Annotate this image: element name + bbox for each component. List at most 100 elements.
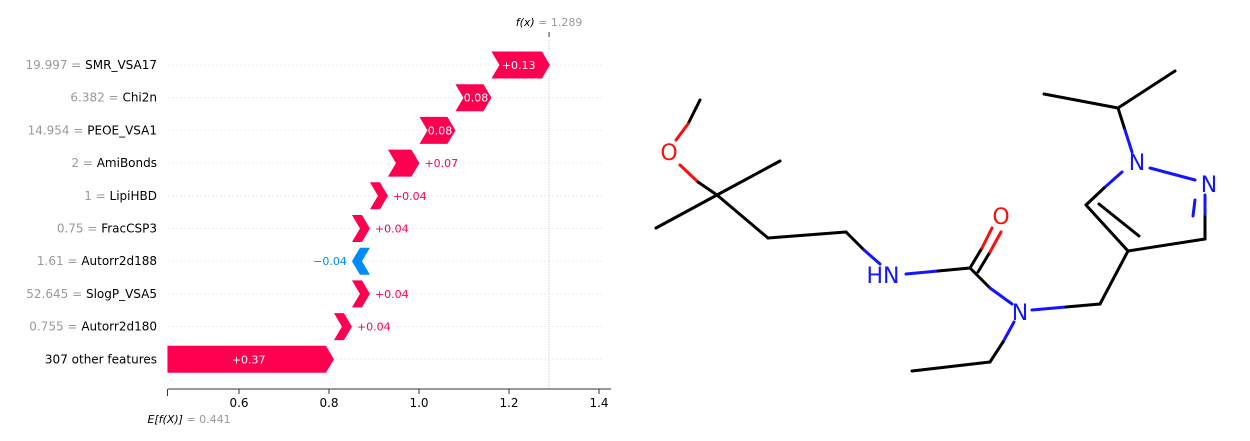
feature-label: 14.954 = PEOE_VSA1 xyxy=(28,123,157,137)
contribution-label: +0.37 xyxy=(232,353,266,366)
atom-labels: O O HN N N N xyxy=(660,141,1217,326)
bond xyxy=(980,226,994,250)
contribution-bar xyxy=(491,51,550,79)
bond xyxy=(988,340,1005,364)
contribution-label: +0.13 xyxy=(502,59,536,72)
contribution-label: −0.04 xyxy=(313,255,347,268)
bond xyxy=(715,159,782,197)
feature-name: Autorr2d180 xyxy=(81,320,157,334)
contribution-label: +0.08 xyxy=(419,124,453,137)
bond xyxy=(1084,186,1106,207)
fx-label: f(x) = 1.289 xyxy=(516,16,583,29)
feature-name: Chi2n xyxy=(122,91,157,105)
feature-label: 52.645 = SlogP_VSA5 xyxy=(26,287,157,301)
contribution-bar xyxy=(455,84,492,112)
bond xyxy=(654,193,719,230)
bond xyxy=(1116,106,1127,132)
contribution-label: +0.07 xyxy=(424,157,458,170)
feature-name: 307 other features xyxy=(45,352,157,366)
feature-label: 1 = LipiHBD xyxy=(84,189,157,203)
atom-label-nitrogen: N xyxy=(1201,173,1217,198)
oxygen-bonds xyxy=(674,98,1003,274)
bond xyxy=(976,250,992,274)
feature-label: 6.382 = Chi2n xyxy=(70,91,157,105)
bond xyxy=(904,269,940,276)
atom-label-nitrogen: N xyxy=(1129,151,1145,176)
bond xyxy=(674,122,690,142)
feature-value: 52.645 = xyxy=(26,287,86,301)
feature-value: 6.382 = xyxy=(70,91,122,105)
atom-label-oxygen: O xyxy=(992,205,1009,230)
x-tick-label: 0.8 xyxy=(319,396,338,410)
bond xyxy=(844,230,866,252)
feature-name: Autorr2d188 xyxy=(81,254,157,268)
atom-label-nitrogen: N xyxy=(1012,301,1028,326)
feature-label: 19.997 = SMR_VSA17 xyxy=(25,58,157,72)
feature-label: 1.61 = Autorr2d188 xyxy=(37,254,157,268)
feature-name: SMR_VSA17 xyxy=(85,58,157,72)
bond xyxy=(1126,237,1207,253)
bond xyxy=(1042,92,1120,110)
bond xyxy=(1084,203,1130,253)
bond xyxy=(1116,69,1177,110)
feature-value: 0.75 = xyxy=(57,222,101,236)
shap-waterfall-chart: 19.997 = SMR_VSA17 6.382 = Chi2n 14.954 = … xyxy=(25,16,611,426)
feature-label: 0.75 = FracCSP3 xyxy=(57,222,157,236)
molecule-structure: O O HN N N N xyxy=(654,69,1217,373)
bond xyxy=(936,266,972,273)
bond xyxy=(1030,305,1068,312)
contribution-bar xyxy=(387,149,420,177)
atom-label-oxygen: O xyxy=(660,141,677,166)
chart-bars: +0.13 +0.08 +0.08 +0.07 +0.04 +0.04 −0.04 +0.04… xyxy=(167,51,550,373)
bond xyxy=(968,266,992,290)
feature-name: FracCSP3 xyxy=(101,222,157,236)
bond xyxy=(1001,320,1016,344)
x-tick-label: 1.2 xyxy=(499,396,518,410)
contribution-bar xyxy=(351,215,370,242)
bond xyxy=(862,248,882,266)
feature-value: 1.61 = xyxy=(37,254,81,268)
bond xyxy=(686,98,702,126)
contribution-bar xyxy=(351,247,370,275)
contribution-label: +0.04 xyxy=(393,190,427,203)
bond xyxy=(1102,170,1124,190)
contribution-bar xyxy=(333,313,352,341)
feature-value: 14.954 = xyxy=(28,123,88,137)
bond xyxy=(766,230,848,240)
bond xyxy=(1191,198,1197,218)
bond xyxy=(696,180,719,197)
bond xyxy=(968,246,984,270)
bond xyxy=(988,286,1014,306)
chart-rows: 19.997 = SMR_VSA17 6.382 = Chi2n 14.954 = … xyxy=(25,58,604,366)
feature-value: 2 = xyxy=(71,156,96,170)
bond xyxy=(910,360,992,373)
contribution-label: +0.08 xyxy=(455,92,489,105)
contribution-bar xyxy=(351,280,370,308)
feature-label: 2 = AmiBonds xyxy=(71,156,157,170)
bond xyxy=(1064,302,1102,309)
bond xyxy=(1123,128,1134,154)
contribution-bar xyxy=(419,116,456,144)
bond xyxy=(1097,202,1141,238)
feature-label: 307 other features xyxy=(45,352,157,366)
feature-label: 0.755 = Autorr2d180 xyxy=(29,320,157,334)
bond xyxy=(1148,166,1197,182)
nitrogen-bonds xyxy=(844,106,1207,364)
bond xyxy=(988,230,1003,254)
base-value-label: E[f(X)] = 0.441 xyxy=(147,413,230,426)
contribution-bar xyxy=(167,345,334,373)
x-tick-label: 0.6 xyxy=(229,396,248,410)
atom-label-nh: HN xyxy=(867,264,900,289)
contribution-label: +0.04 xyxy=(357,321,391,334)
feature-name: PEOE_VSA1 xyxy=(87,123,157,137)
feature-name: LipiHBD xyxy=(110,189,157,203)
carbon-bonds xyxy=(654,69,1207,373)
feature-value: 1 = xyxy=(84,189,109,203)
bond xyxy=(678,163,700,184)
contribution-label: +0.04 xyxy=(375,288,409,301)
feature-name: AmiBonds xyxy=(97,156,157,170)
feature-value: 0.755 = xyxy=(29,320,81,334)
bond xyxy=(1098,249,1130,306)
feature-name: SlogP_VSA5 xyxy=(86,287,157,301)
x-axis-ticks: 0.6 0.8 1.0 1.2 1.4 xyxy=(229,389,609,410)
